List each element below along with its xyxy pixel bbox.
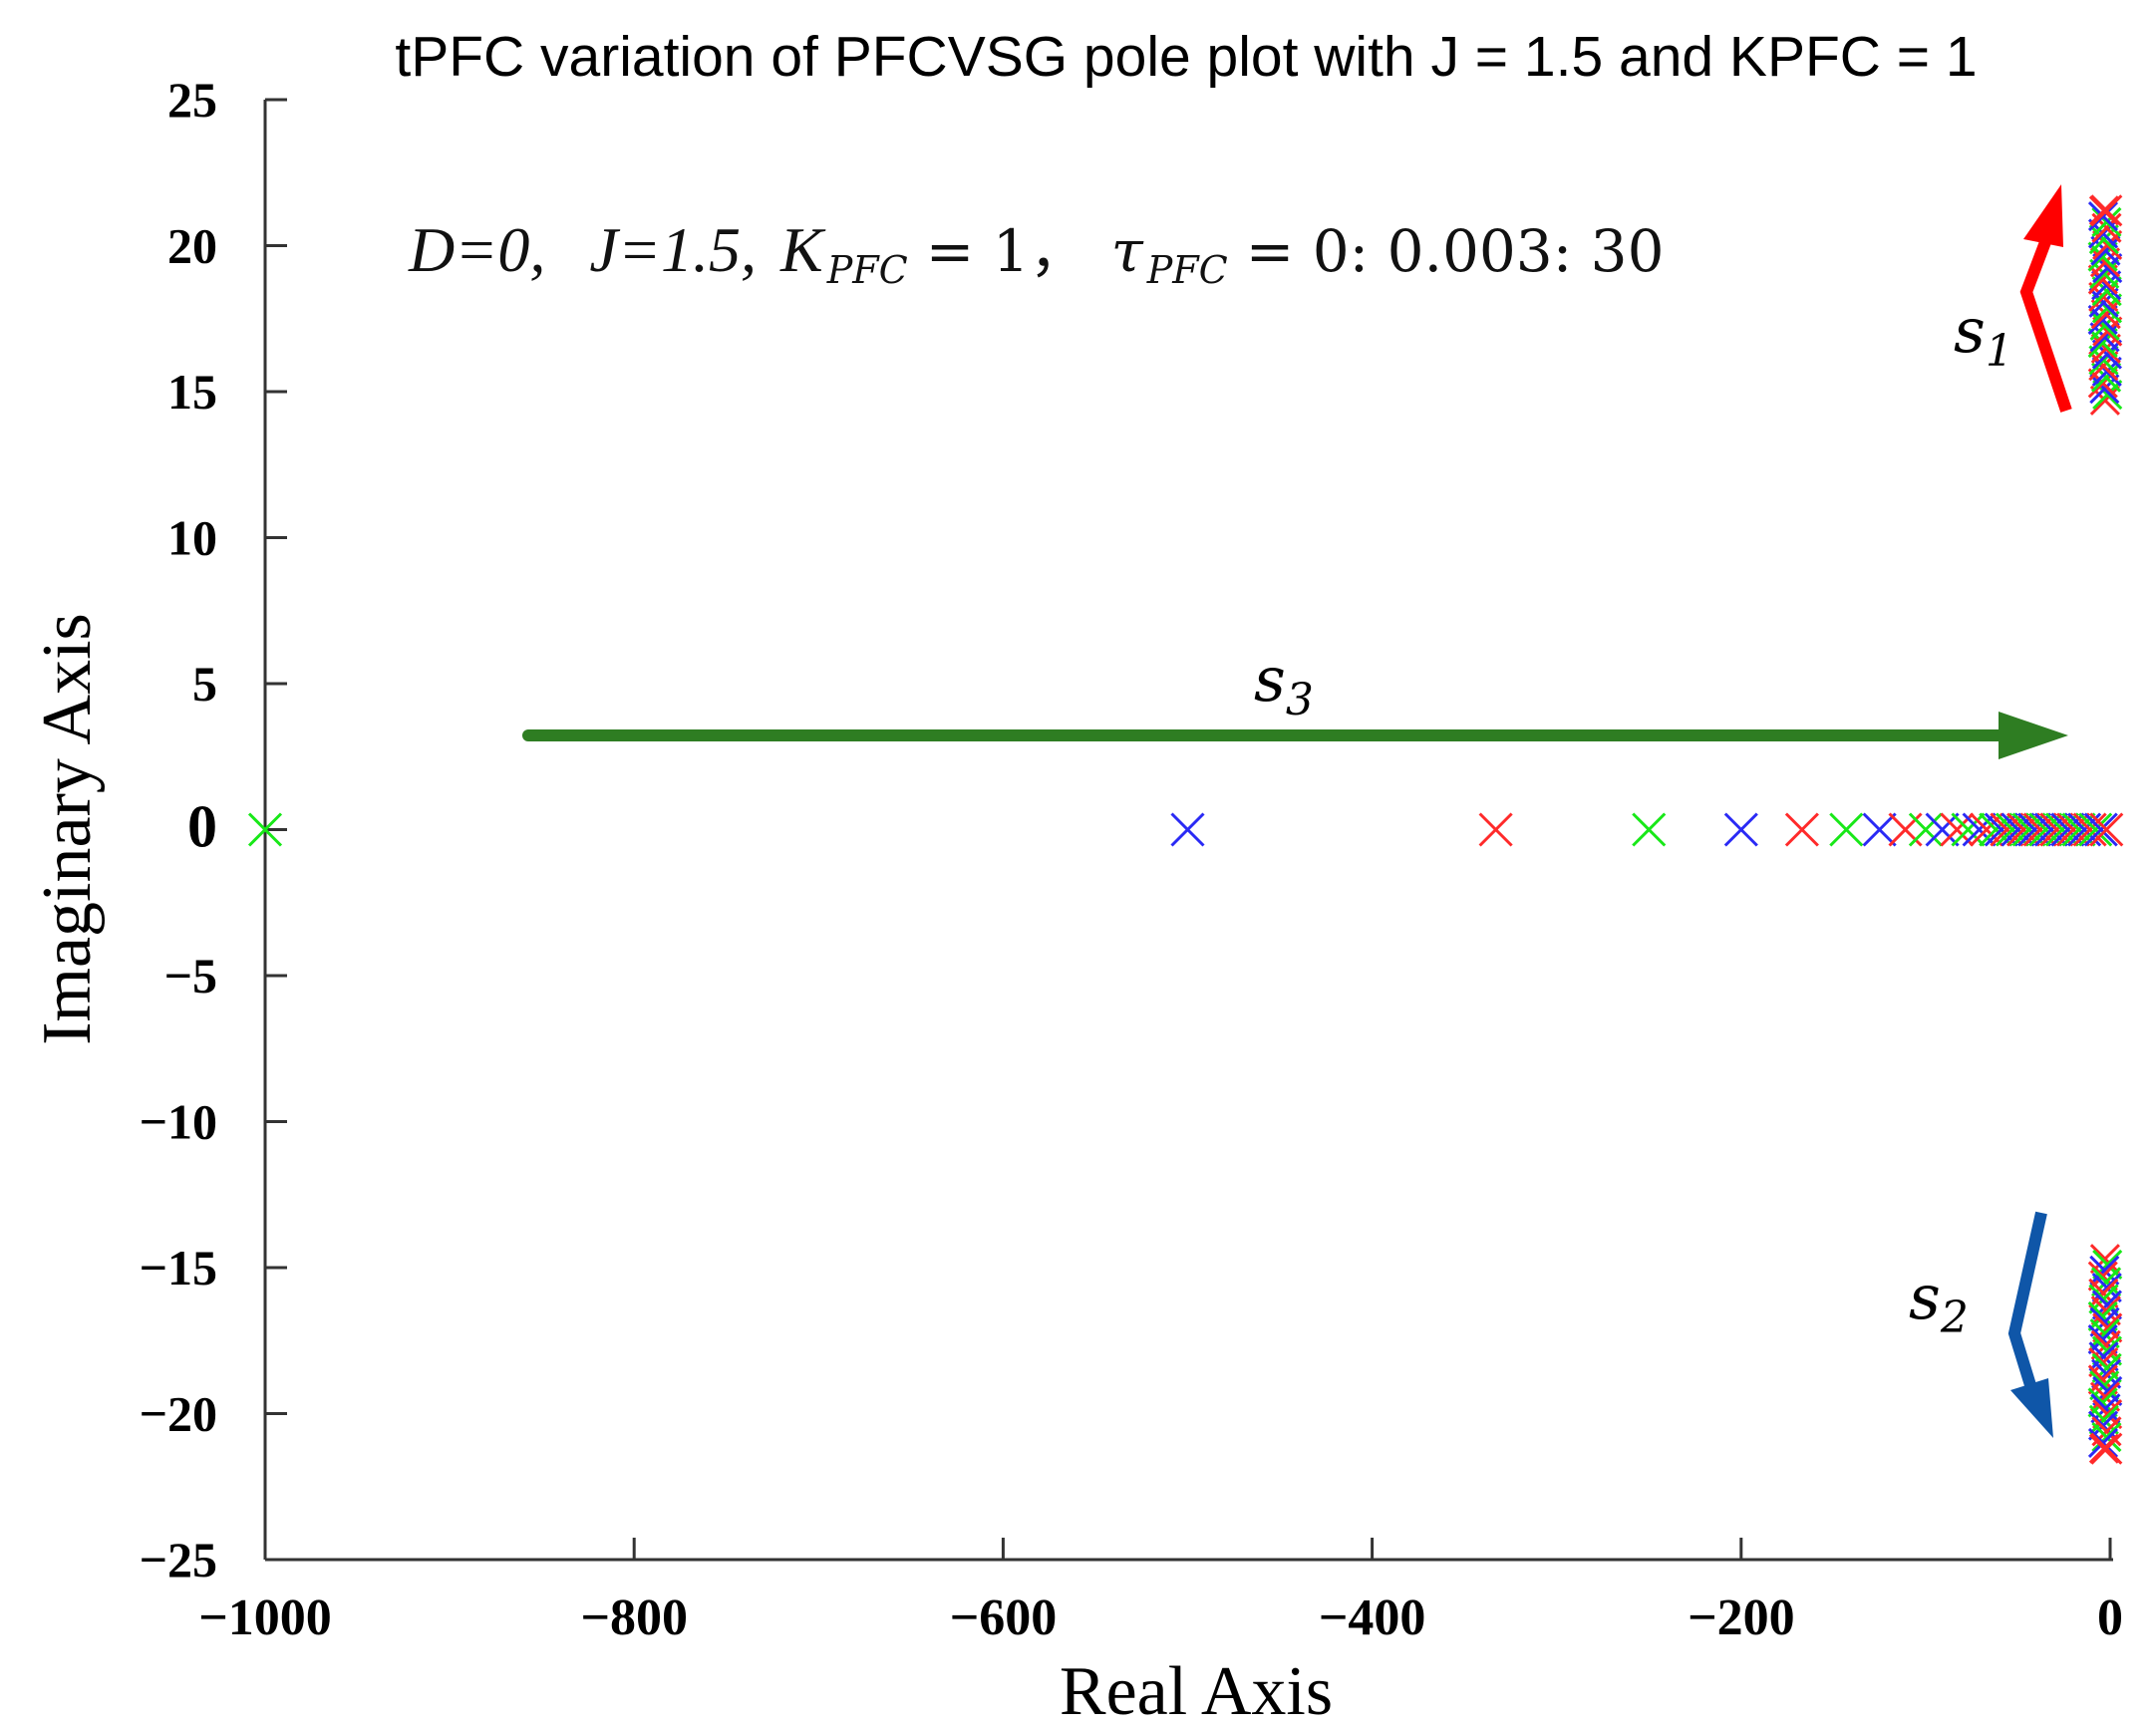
y-tick-label: 20: [167, 218, 217, 274]
upper-pole-marker: [2090, 194, 2123, 227]
s2-arrow: [2007, 1211, 2053, 1438]
y-tick-label: −20: [140, 1386, 218, 1442]
real-pole-marker: [1862, 812, 1897, 847]
lower-pole-marker: [2087, 1427, 2119, 1458]
x-tick-label: −800: [580, 1589, 688, 1646]
upper-pole-marker: [2088, 195, 2119, 226]
x-ticks: −1000 −800 −600 −400 −200 0: [198, 1538, 2123, 1646]
chart-title: tPFC variation of PFCVSG pole plot with …: [395, 25, 1977, 89]
x-tick-label: −200: [1688, 1589, 1795, 1646]
real-pole-marker: [1478, 812, 1513, 847]
real-pole-marker: [1951, 812, 1986, 847]
x-tick-label: −400: [1319, 1589, 1426, 1646]
param-j: J=1.5,: [589, 214, 757, 285]
lower-pole-marker: [2088, 1433, 2119, 1464]
x-tick-label: 0: [2097, 1589, 2123, 1646]
y-tick-label: 0: [187, 794, 217, 860]
s2-arrow-head: [2010, 1378, 2053, 1438]
x-tick-label: −1000: [198, 1589, 332, 1646]
s2-label: s2: [1909, 1261, 1969, 1343]
y-tick-label: 25: [167, 72, 217, 128]
param-tau-subscript: PFC: [1146, 248, 1228, 292]
real-pole-marker: [1784, 812, 1819, 847]
upper-pole-marker: [2087, 201, 2119, 232]
y-tick-label: −5: [164, 948, 218, 1004]
param-d: D=0,: [408, 214, 545, 285]
real-pole-marker: [1632, 812, 1667, 847]
y-tick-label: −10: [140, 1094, 218, 1150]
real-pole-marker: [247, 812, 283, 847]
param-tau-value: = 0: 0.003: 30: [1246, 217, 1665, 285]
real-pole-marker: [2089, 812, 2124, 847]
real-pole-marker: [1170, 812, 1205, 847]
pole-markers: [247, 194, 2124, 1465]
s3-arrow: [522, 712, 2068, 759]
s2-arrow-shaft: [2007, 1211, 2047, 1387]
param-k-subscript: PFC: [826, 248, 908, 292]
real-pole-marker: [2072, 812, 2107, 847]
y-ticks: 25 20 15 10 5 0 −5 −10 −15 −20 −25: [140, 72, 287, 1587]
s3-arrow-head: [1999, 712, 2068, 759]
real-pole-marker: [2078, 812, 2113, 847]
param-k-value: = 1，: [926, 217, 1087, 285]
y-tick-label: 10: [167, 510, 217, 566]
lower-pole-marker: [2090, 1432, 2123, 1465]
s1-arrow-shaft: [2019, 231, 2072, 413]
parameter-annotation: D=0, J=1.5, K PFC = 1， τ PFC = 0: 0.003:…: [408, 214, 1665, 292]
y-axis-label: Imaginary Axis: [29, 613, 106, 1045]
real-pole-marker: [1908, 812, 1943, 847]
s1-arrow: [2019, 184, 2072, 413]
real-pole-marker: [1925, 812, 1960, 847]
y-tick-label: −15: [140, 1240, 218, 1296]
real-pole-marker: [2083, 812, 2118, 847]
x-axis-label: Real Axis: [1060, 1653, 1333, 1730]
real-pole-marker: [1829, 812, 1864, 847]
s1-label: s1: [1954, 294, 2013, 377]
y-tick-label: 15: [167, 364, 217, 420]
s1-arrow-head: [2023, 184, 2063, 247]
param-tau-symbol: τ: [1111, 217, 1144, 285]
lower-pole-marker: [2091, 1422, 2122, 1453]
upper-pole-marker: [2091, 206, 2122, 237]
real-pole-marker: [1723, 812, 1758, 847]
y-tick-label: 5: [192, 656, 217, 712]
s3-label: s3: [1254, 643, 1314, 725]
x-tick-label: −600: [950, 1589, 1058, 1646]
y-tick-label: −25: [140, 1532, 218, 1587]
param-k-symbol: K: [779, 214, 826, 285]
